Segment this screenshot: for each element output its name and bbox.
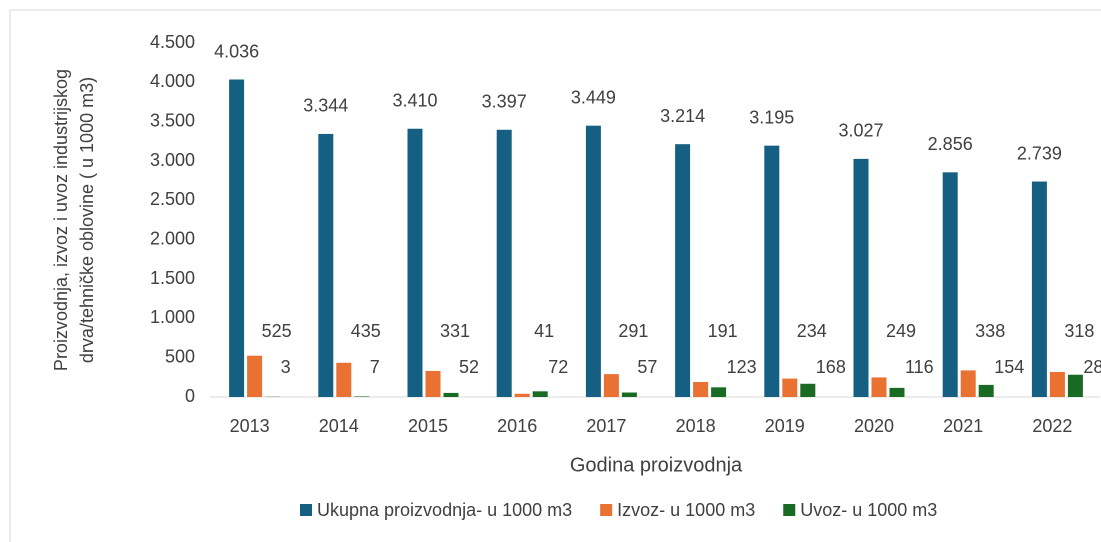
bar — [407, 128, 423, 397]
y-tick-label: 3.500 — [150, 110, 195, 130]
bar — [853, 158, 869, 397]
bar — [318, 133, 334, 397]
data-label: 338 — [975, 321, 1005, 341]
data-label: 249 — [886, 321, 916, 341]
data-label: 525 — [262, 321, 292, 341]
legend-swatch — [783, 504, 796, 516]
data-label: 318 — [1064, 321, 1094, 341]
x-tick-label: 2018 — [676, 416, 716, 436]
bar — [960, 370, 976, 397]
data-label: 3.397 — [482, 92, 527, 112]
bar — [675, 144, 691, 397]
data-label: 4.036 — [214, 41, 259, 61]
x-tick-label: 2020 — [854, 416, 894, 436]
x-tick-label: 2015 — [408, 416, 448, 436]
legend-swatch — [600, 504, 613, 516]
data-label: 283 — [1083, 357, 1101, 377]
data-label: 2.856 — [928, 134, 973, 154]
y-tick-label: 4.500 — [150, 32, 195, 52]
bar — [782, 378, 798, 397]
data-label: 3.449 — [571, 87, 616, 107]
y-tick-label: 1.500 — [150, 268, 195, 288]
x-tick-label: 2022 — [1032, 416, 1072, 436]
data-label: 191 — [708, 321, 738, 341]
x-tick-label: 2021 — [943, 416, 983, 436]
data-label: 291 — [618, 321, 648, 341]
bar — [1067, 374, 1083, 397]
y-axis-title: drva/tehničke oblovine ( u 1000 m3) — [77, 77, 97, 363]
data-label: 3.027 — [838, 121, 883, 141]
data-label: 234 — [797, 321, 827, 341]
bar — [514, 393, 530, 397]
y-tick-label: 0 — [185, 386, 195, 406]
chart-frame — [9, 9, 1101, 542]
x-tick-label: 2017 — [586, 416, 626, 436]
y-tick-label: 3.000 — [150, 150, 195, 170]
bar — [425, 370, 441, 397]
data-label: 7 — [370, 357, 380, 377]
y-tick-label: 2.500 — [150, 189, 195, 209]
bar — [711, 387, 727, 397]
y-axis-title: Proizvodnja, izvoz i uvoz industrijskog — [51, 69, 71, 371]
legend-label: Ukupna proizvodnja- u 1000 m3 — [317, 500, 572, 520]
bar — [585, 125, 601, 398]
data-label: 57 — [637, 357, 657, 377]
data-label: 331 — [440, 321, 470, 341]
x-axis-title: Godina proizvodnja — [570, 454, 743, 476]
bar — [247, 355, 263, 397]
data-label: 2.739 — [1017, 143, 1062, 163]
data-label: 41 — [534, 321, 554, 341]
bar — [229, 79, 245, 397]
bar — [1031, 181, 1047, 397]
data-label: 123 — [727, 357, 757, 377]
bar — [336, 362, 352, 397]
bar — [978, 384, 994, 397]
bar — [889, 387, 905, 397]
bar — [621, 392, 637, 397]
bar — [942, 172, 958, 397]
bar — [871, 377, 887, 397]
data-label: 3 — [281, 357, 291, 377]
data-label: 154 — [994, 357, 1024, 377]
bar — [1049, 371, 1065, 397]
legend-swatch — [300, 504, 312, 516]
legend-label: Uvoz- u 1000 m3 — [800, 500, 937, 520]
x-tick-label: 2013 — [230, 416, 270, 436]
bar — [496, 129, 512, 397]
bar — [532, 391, 548, 397]
y-tick-label: 500 — [165, 346, 195, 366]
data-label: 3.195 — [749, 107, 794, 127]
data-label: 3.344 — [303, 96, 348, 116]
data-label: 168 — [816, 357, 846, 377]
data-label: 116 — [905, 357, 934, 377]
data-label: 435 — [351, 321, 381, 341]
x-tick-label: 2016 — [497, 416, 537, 436]
x-tick-label: 2014 — [319, 416, 359, 436]
data-label: 52 — [459, 357, 479, 377]
bar — [693, 381, 709, 397]
data-label: 72 — [548, 357, 568, 377]
legend-label: Izvoz- u 1000 m3 — [617, 500, 755, 520]
y-tick-label: 1.000 — [150, 307, 195, 327]
data-label: 3.410 — [392, 90, 437, 110]
data-label: 3.214 — [660, 106, 705, 126]
bar — [443, 392, 459, 397]
x-tick-label: 2019 — [765, 416, 805, 436]
bar — [354, 396, 370, 397]
bar — [764, 145, 780, 397]
y-tick-label: 4.000 — [150, 71, 195, 91]
bar — [603, 374, 619, 397]
bar — [800, 383, 816, 397]
y-tick-label: 2.000 — [150, 228, 195, 248]
